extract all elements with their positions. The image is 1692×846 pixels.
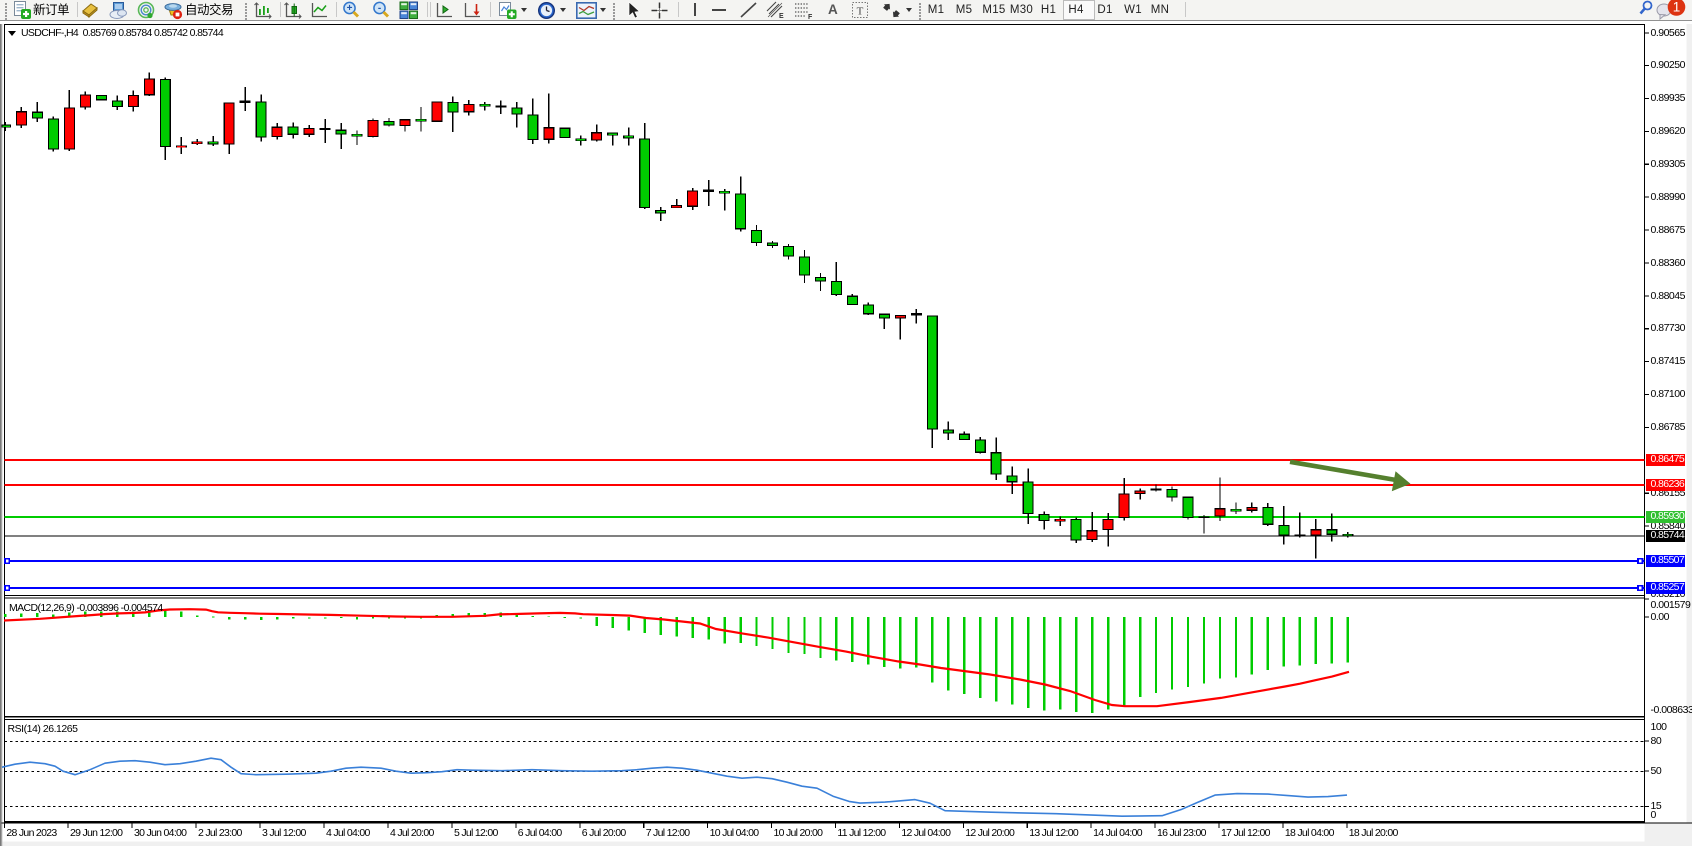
svg-text:+: + — [347, 3, 353, 14]
svg-text:T: T — [857, 6, 864, 18]
svg-text:F: F — [808, 14, 813, 20]
svg-text:-: - — [378, 3, 381, 14]
svg-text:1: 1 — [1673, 0, 1681, 15]
svg-text:E: E — [779, 13, 784, 20]
